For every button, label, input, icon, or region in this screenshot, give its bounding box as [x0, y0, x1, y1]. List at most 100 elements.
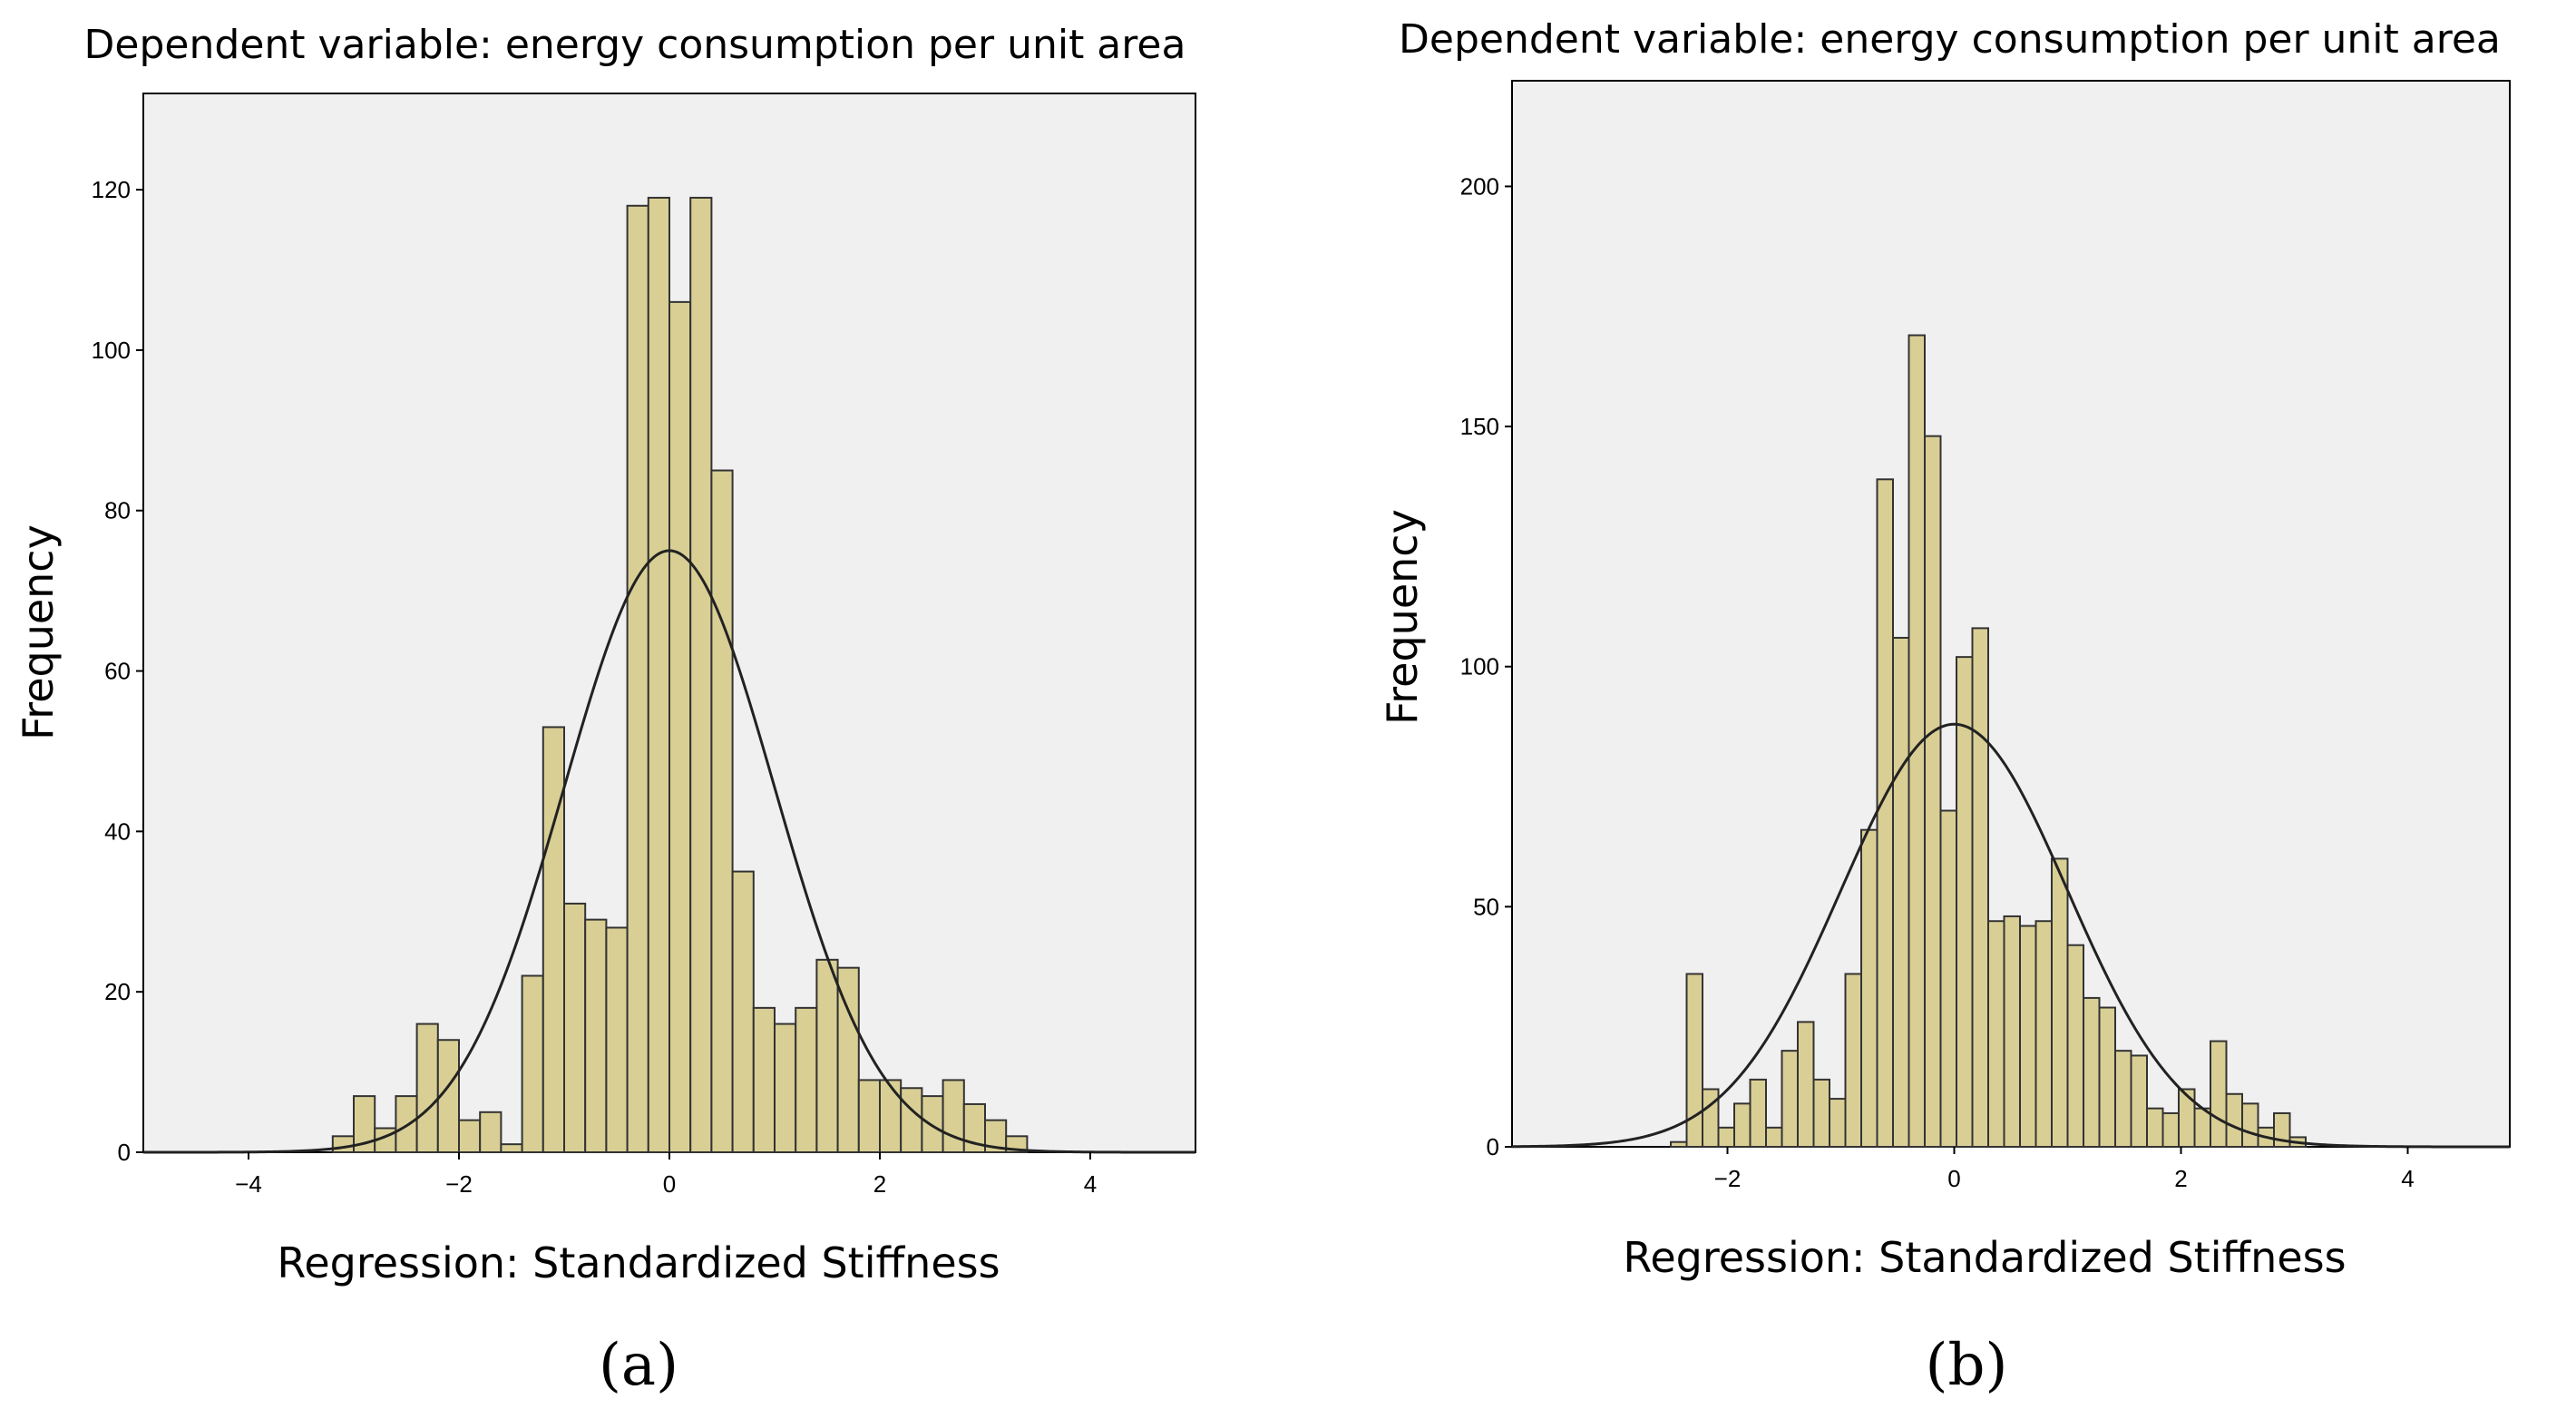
- x-axis-label: Regression: Standardized Stiffness: [1623, 1233, 2346, 1282]
- y-tick-label: 100: [92, 337, 131, 364]
- histogram-bar: [2083, 996, 2101, 1149]
- histogram-bar: [1939, 809, 1957, 1148]
- x-tick-label: −2: [1714, 1165, 1742, 1192]
- x-tick-label: −4: [235, 1170, 262, 1198]
- panel-a: Dependent variable: energy consumption p…: [14, 22, 1196, 1399]
- histogram-bar: [542, 726, 565, 1153]
- panel-b: Dependent variable: energy consumption p…: [1378, 16, 2511, 1399]
- histogram-bar: [2034, 920, 2053, 1148]
- histogram-bar: [1860, 828, 1878, 1148]
- histogram-bar: [2193, 1107, 2211, 1149]
- y-axis-label: Frequency: [14, 524, 63, 740]
- y-axis-label: Frequency: [1378, 509, 1427, 725]
- x-axis-label: Regression: Standardized Stiffness: [277, 1238, 1000, 1287]
- bars-group: [1670, 334, 2307, 1149]
- histogram-bar: [331, 1135, 355, 1153]
- x-tick-label: 0: [663, 1170, 676, 1198]
- histogram-bar: [710, 469, 734, 1153]
- histogram-bar: [521, 974, 544, 1153]
- histogram-bar: [921, 1095, 944, 1153]
- histogram-bar: [2146, 1107, 2164, 1149]
- histogram-bar: [815, 958, 839, 1153]
- y-tick-label: 60: [104, 658, 131, 685]
- panel-label: (a): [599, 1332, 678, 1399]
- histogram-bar: [1892, 636, 1910, 1148]
- histogram-bar: [2114, 1050, 2132, 1149]
- histogram-bar: [436, 1039, 460, 1153]
- histogram-bar: [500, 1143, 523, 1154]
- histogram-bar: [1987, 920, 2005, 1148]
- histogram-bar: [1812, 1078, 1830, 1149]
- histogram-bar: [1956, 656, 1974, 1148]
- histogram-bar: [1971, 627, 1989, 1148]
- x-tick-label: 4: [1084, 1170, 1097, 1198]
- y-tick-label: 0: [118, 1139, 131, 1166]
- chart-title: Dependent variable: energy consumption p…: [1399, 16, 2501, 63]
- x-tick-label: 2: [2174, 1165, 2187, 1192]
- histogram-bar: [1844, 973, 1862, 1148]
- y-axis-ticks: 0 50 100 150 200: [1460, 172, 1512, 1160]
- histogram-bar: [1765, 1126, 1783, 1148]
- panel-label: (b): [1926, 1332, 2008, 1399]
- histogram-bar: [2178, 1088, 2196, 1148]
- y-tick-label: 150: [1460, 413, 1499, 440]
- histogram-bar: [458, 1119, 482, 1154]
- histogram-bar: [584, 918, 608, 1153]
- x-tick-label: 0: [1947, 1165, 1960, 1192]
- normal-curve: [1511, 722, 2510, 1149]
- histogram-bar: [2098, 1006, 2116, 1149]
- histogram-bar: [415, 1023, 439, 1154]
- histogram-bar: [879, 1079, 903, 1154]
- histogram-bar: [1702, 1088, 1720, 1148]
- histogram-bar: [2225, 1092, 2243, 1149]
- histogram-bar: [1797, 1021, 1815, 1149]
- histogram-bar: [942, 1079, 965, 1154]
- y-tick-label: 80: [104, 497, 131, 524]
- histogram-bar: [1876, 478, 1894, 1148]
- x-axis-ticks: −4 −2 0 2 4: [235, 1152, 1097, 1198]
- y-tick-label: 0: [1487, 1133, 1499, 1160]
- histogram-bar: [2003, 915, 2021, 1149]
- y-axis-ticks: 0 20 40 60 80 100 120: [92, 176, 143, 1166]
- histogram-bar: [626, 204, 649, 1153]
- histogram-bar: [668, 300, 692, 1153]
- histogram-bar: [605, 926, 629, 1154]
- y-tick-label: 200: [1460, 172, 1499, 200]
- y-tick-label: 40: [104, 817, 131, 845]
- histogram-bar: [900, 1087, 923, 1154]
- histogram-bar: [2019, 925, 2037, 1149]
- histogram-bar: [1781, 1050, 1799, 1149]
- histogram-bar: [2241, 1102, 2259, 1148]
- histogram-bar: [1924, 435, 1942, 1149]
- histogram-bar: [752, 1006, 776, 1153]
- histogram-bar: [689, 196, 713, 1153]
- histogram-bar: [647, 196, 670, 1153]
- histogram-bar: [1733, 1102, 1751, 1148]
- y-tick-label: 120: [92, 176, 131, 203]
- histogram-bar: [2161, 1111, 2180, 1148]
- histogram-bar: [2130, 1054, 2148, 1148]
- histogram-bar: [2066, 944, 2084, 1148]
- histogram-bar: [836, 966, 860, 1154]
- x-tick-label: −2: [445, 1170, 473, 1198]
- histogram-bar: [1749, 1078, 1767, 1149]
- histogram-bar: [395, 1095, 418, 1153]
- histogram-bar: [1829, 1098, 1847, 1148]
- histogram-bar: [774, 1023, 797, 1154]
- histogram-bar: [1685, 973, 1703, 1148]
- histogram-bar: [353, 1095, 376, 1153]
- histogram-bar: [2210, 1040, 2228, 1149]
- x-tick-label: 4: [2401, 1165, 2414, 1192]
- histogram-bar: [1670, 1140, 1688, 1148]
- histogram-bar: [795, 1006, 818, 1153]
- histogram-bar: [857, 1079, 881, 1154]
- histogram-bar: [479, 1111, 503, 1154]
- normal-curve: [143, 549, 1195, 1154]
- histogram-bar: [731, 870, 755, 1153]
- chart-title: Dependent variable: energy consumption p…: [84, 22, 1186, 68]
- histogram-bar: [2051, 857, 2069, 1148]
- y-tick-label: 20: [104, 978, 131, 1005]
- x-axis-ticks: −2 0 2 4: [1714, 1147, 2415, 1192]
- x-tick-label: 2: [873, 1170, 886, 1198]
